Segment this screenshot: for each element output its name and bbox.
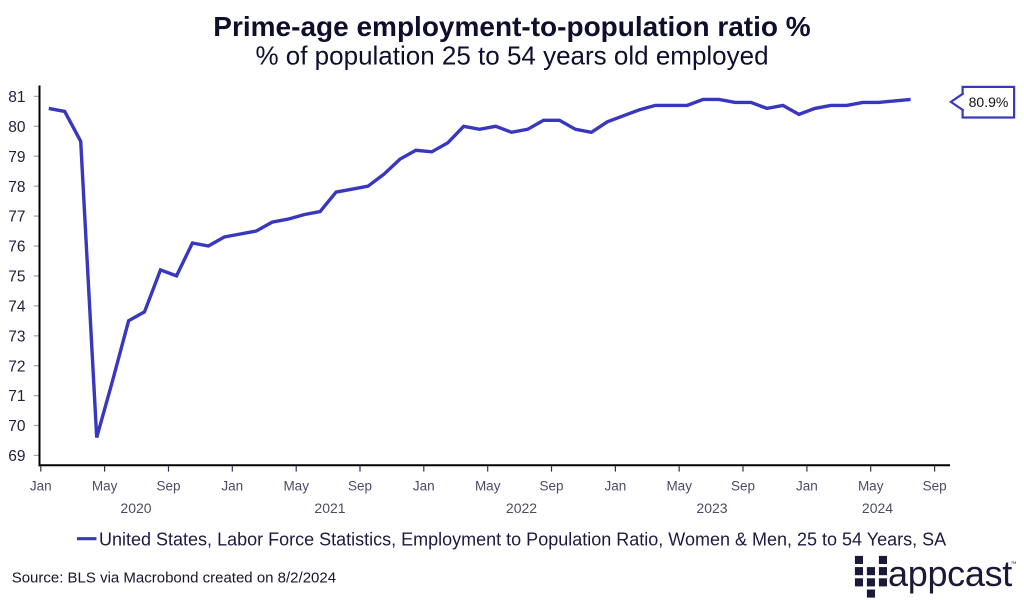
svg-text:Jan: Jan (605, 479, 627, 494)
svg-text:71: 71 (8, 388, 25, 405)
svg-text:May: May (475, 479, 501, 494)
svg-text:2022: 2022 (506, 500, 537, 516)
svg-text:Sep: Sep (348, 479, 372, 494)
svg-text:United States, Labor Force Sta: United States, Labor Force Statistics, E… (99, 529, 946, 549)
svg-text:Jan: Jan (796, 479, 818, 494)
svg-text:Jan: Jan (30, 479, 52, 494)
svg-text:2023: 2023 (696, 500, 727, 516)
svg-text:Jan: Jan (413, 479, 435, 494)
svg-text:Jan: Jan (221, 479, 243, 494)
svg-text:appcast: appcast (888, 553, 1012, 594)
svg-text:2024: 2024 (862, 500, 893, 516)
svg-text:May: May (283, 479, 309, 494)
svg-text:Prime-age employment-to-popula: Prime-age employment-to-population ratio… (213, 11, 810, 42)
svg-text:May: May (858, 479, 884, 494)
svg-text:™: ™ (1011, 561, 1017, 568)
svg-text:73: 73 (8, 328, 25, 345)
svg-text:May: May (92, 479, 118, 494)
svg-text:2021: 2021 (314, 500, 345, 516)
svg-text:Sep: Sep (539, 479, 563, 494)
svg-text:72: 72 (8, 358, 25, 375)
svg-text:May: May (666, 479, 692, 494)
svg-text:76: 76 (8, 239, 25, 256)
svg-text:78: 78 (8, 179, 25, 196)
svg-text:% of population 25 to 54 years: % of population 25 to 54 years old emplo… (255, 40, 768, 70)
svg-text:80: 80 (8, 119, 26, 136)
svg-text:80.9%: 80.9% (969, 94, 1009, 110)
svg-text:Sep: Sep (923, 479, 947, 494)
svg-text:69: 69 (8, 448, 25, 465)
svg-text:Source: BLS via Macrobond crea: Source: BLS via Macrobond created on 8/2… (12, 569, 336, 586)
svg-text:74: 74 (8, 298, 26, 315)
svg-text:2020: 2020 (120, 500, 151, 516)
svg-text:70: 70 (8, 418, 26, 435)
svg-text:75: 75 (8, 269, 25, 286)
svg-text:Sep: Sep (156, 479, 180, 494)
svg-text:Sep: Sep (731, 479, 755, 494)
svg-text:79: 79 (8, 149, 25, 166)
svg-text:81: 81 (8, 89, 25, 106)
svg-text:77: 77 (8, 209, 25, 226)
